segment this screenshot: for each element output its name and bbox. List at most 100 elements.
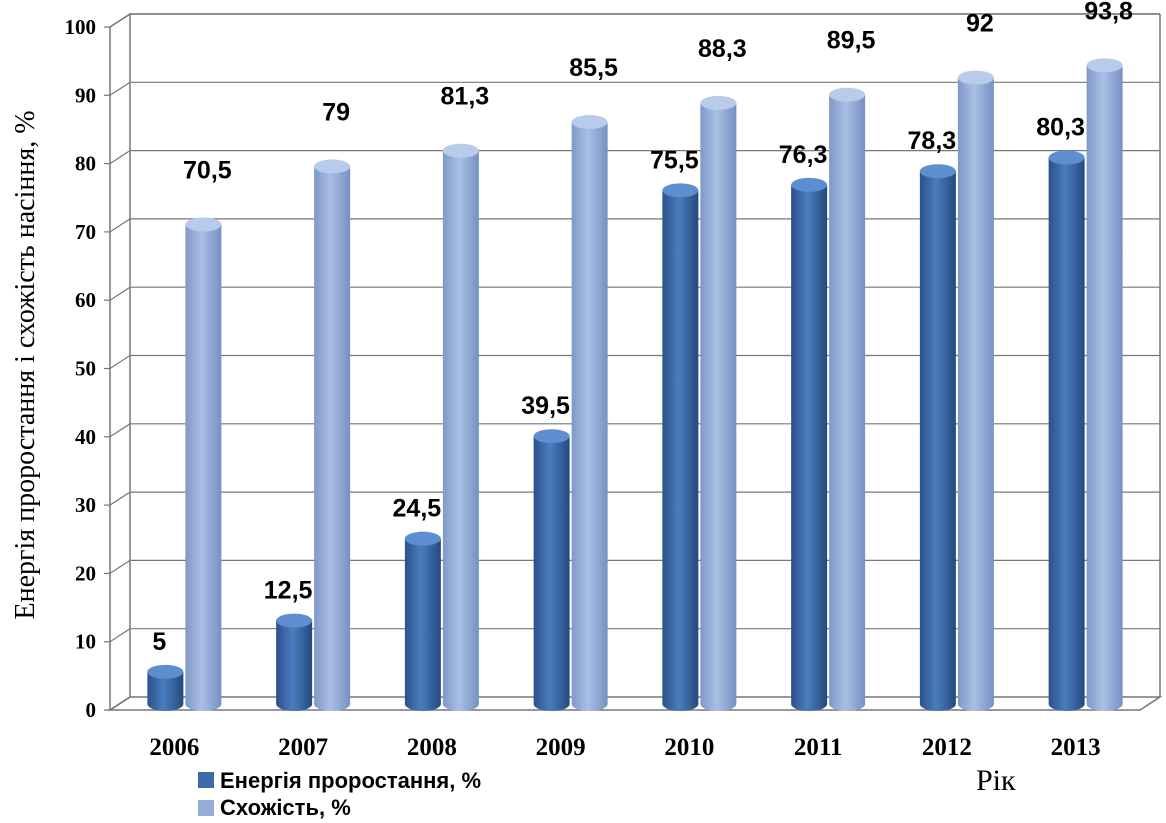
bar-top	[662, 183, 699, 198]
data-label-series-2: 93,8	[1084, 0, 1133, 25]
bar-series-2	[314, 159, 351, 712]
bar-top	[442, 143, 479, 158]
plot-walls	[107, 12, 1163, 712]
data-label-series-2: 79	[322, 98, 350, 126]
y-tick-label: 80	[75, 152, 96, 176]
y-tick-label: 100	[65, 15, 97, 39]
bar-series-1	[533, 429, 570, 712]
y-tick-label: 20	[75, 561, 96, 585]
bar-top	[1086, 58, 1123, 73]
gridline-side	[109, 491, 131, 506]
bar-body	[829, 94, 866, 712]
bar-series-1	[147, 664, 184, 712]
bar-body	[314, 166, 351, 712]
bar-body	[442, 150, 479, 712]
bar-top	[314, 159, 351, 174]
bar-top	[791, 177, 828, 192]
bar-body	[404, 538, 441, 712]
x-tick-label: 2006	[149, 734, 199, 761]
bar-body	[1048, 157, 1085, 712]
legend-label-series-1: Енергія проростання, %	[220, 768, 481, 793]
data-label-series-2: 85,5	[569, 54, 618, 82]
data-label-series-1: 39,5	[521, 392, 570, 420]
bar-series-2	[957, 70, 994, 712]
y-tick-label: 10	[75, 630, 96, 654]
y-tick-label: 40	[75, 425, 96, 449]
data-label-series-1: 24,5	[393, 495, 442, 523]
y-axis-label: Енергія проростання і схожість насіння, …	[10, 110, 41, 619]
bar-series-2	[571, 115, 608, 712]
bar-body	[276, 620, 313, 712]
bar-top	[147, 664, 184, 679]
data-label-series-1: 12,5	[264, 577, 313, 605]
data-label-series-1: 78,3	[908, 127, 957, 155]
x-tick-label: 2010	[664, 734, 714, 761]
x-tick-label: 2008	[407, 734, 457, 761]
bar-top	[829, 87, 866, 102]
legend-swatch-series-1	[198, 772, 214, 788]
y-tick-label: 70	[75, 220, 96, 244]
bar-top	[1048, 150, 1085, 165]
data-label-series-1: 5	[152, 628, 166, 656]
gridline-side	[109, 13, 131, 28]
bars	[147, 58, 1123, 712]
gridline-side	[109, 354, 131, 370]
legend-label-series-2: Схожість, %	[220, 795, 351, 820]
y-tick-label: 30	[75, 493, 96, 517]
bar-series-1	[662, 183, 699, 712]
bar-series-2	[700, 95, 737, 712]
data-label-series-2: 70,5	[183, 156, 232, 184]
bar-body	[957, 77, 994, 712]
y-tick-label: 60	[75, 288, 96, 312]
legend: Енергія проростання, % Схожість, %	[198, 768, 481, 820]
gridline-side	[109, 81, 131, 96]
bar-top	[276, 613, 313, 628]
data-label-series-1: 75,5	[650, 146, 699, 174]
x-tick-label: 2011	[794, 734, 843, 761]
bar-series-1	[791, 177, 828, 712]
data-label-series-2: 89,5	[827, 27, 876, 55]
bar-top	[185, 217, 222, 232]
bar-body	[700, 102, 737, 712]
x-tick-label: 2012	[922, 734, 972, 761]
gridline-side	[109, 559, 131, 574]
data-label-series-2: 81,3	[441, 83, 490, 111]
data-label-series-2: 88,3	[698, 35, 747, 63]
x-tick-label: 2009	[536, 734, 586, 761]
bar-body	[1086, 65, 1123, 712]
bar-series-1	[919, 164, 956, 712]
gridline-side	[109, 628, 131, 643]
x-axis-label: Рік	[976, 764, 1016, 797]
bar-body	[185, 224, 222, 712]
bar-top	[957, 70, 994, 85]
x-tick-label: 2013	[1051, 734, 1101, 761]
data-label-series-2: 92	[966, 10, 994, 38]
y-tick-label: 0	[86, 698, 97, 722]
bar-top	[919, 164, 956, 179]
gridline-side	[109, 423, 131, 438]
x-tick-label: 2007	[278, 734, 328, 761]
gridline-side	[109, 218, 131, 233]
bar-series-2	[1086, 58, 1123, 712]
data-labels: 5 70,5 12,5 79 24,5 81,3 39,5 85,5 75,5 88,3 76,3 8…	[152, 0, 1133, 656]
bar-body	[919, 171, 956, 712]
y-tick-label: 50	[75, 357, 96, 381]
gridline-side	[109, 286, 131, 301]
gridlines	[109, 13, 1160, 643]
legend-swatch-series-2	[198, 800, 214, 816]
gridline-side	[109, 150, 131, 165]
bar-top	[533, 429, 570, 444]
bar-series-1	[1048, 150, 1085, 712]
bar-body	[571, 122, 608, 712]
bar-series-2	[185, 217, 222, 712]
bar-top	[571, 115, 608, 130]
bar-body	[533, 436, 570, 712]
bar-series-1	[276, 613, 313, 712]
y-axis-ticks: 0 10 20 30 40 50 60 70 80 90 100	[65, 15, 110, 722]
bar-body	[791, 184, 828, 712]
bar-body	[147, 671, 184, 712]
bar-series-2	[829, 87, 866, 712]
bar-top	[700, 95, 737, 110]
x-axis-categories: 2006 2007 2008 2009 2010 2011 2012 2013	[149, 734, 1100, 761]
